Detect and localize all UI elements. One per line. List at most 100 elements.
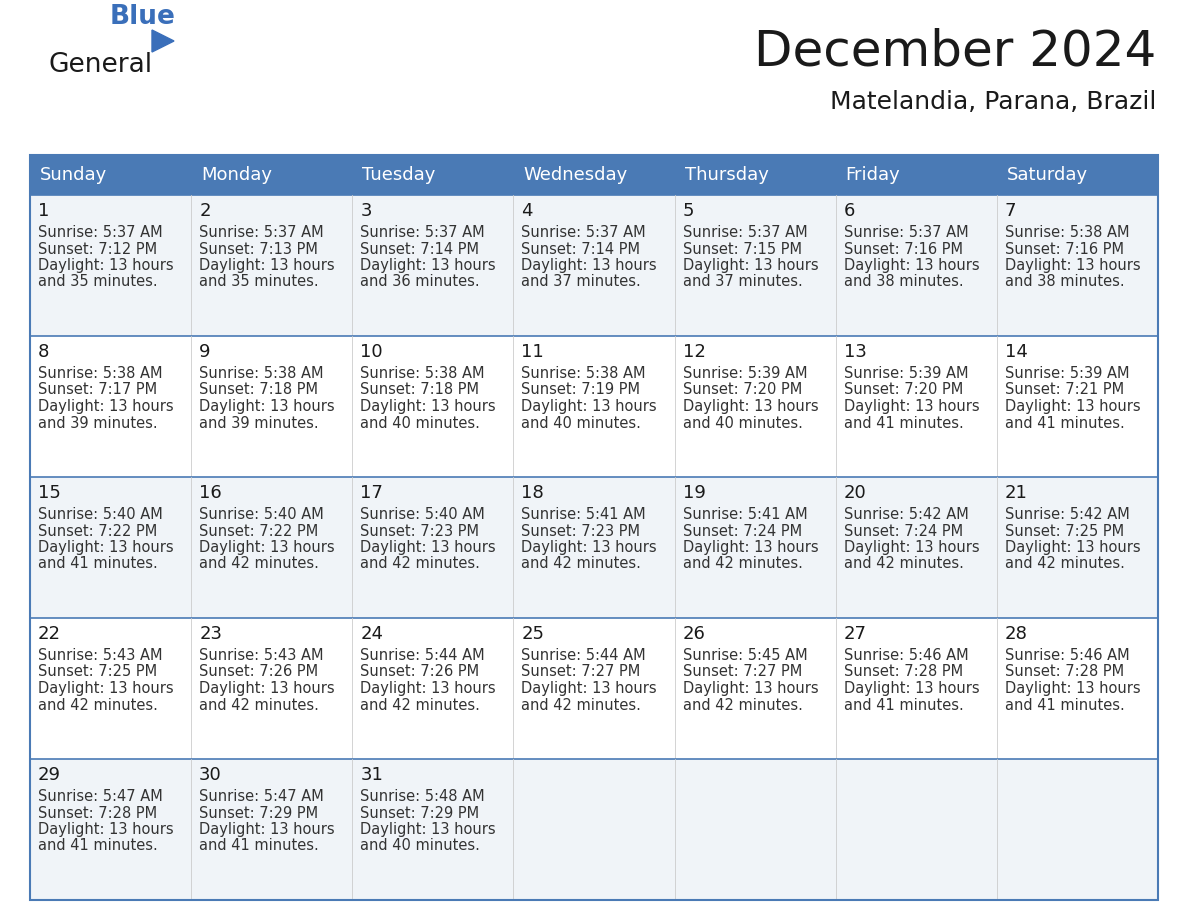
Text: Sunrise: 5:39 AM: Sunrise: 5:39 AM (843, 366, 968, 381)
Text: 11: 11 (522, 343, 544, 361)
Text: Daylight: 13 hours: Daylight: 13 hours (843, 399, 979, 414)
Text: Sunset: 7:14 PM: Sunset: 7:14 PM (522, 241, 640, 256)
Text: and 39 minutes.: and 39 minutes. (38, 416, 158, 431)
Text: 5: 5 (683, 202, 694, 220)
Text: Sunset: 7:25 PM: Sunset: 7:25 PM (38, 665, 157, 679)
Text: Sunset: 7:22 PM: Sunset: 7:22 PM (200, 523, 318, 539)
Text: Daylight: 13 hours: Daylight: 13 hours (522, 258, 657, 273)
Text: 3: 3 (360, 202, 372, 220)
Text: and 35 minutes.: and 35 minutes. (200, 274, 318, 289)
Text: 26: 26 (683, 625, 706, 643)
Text: Sunrise: 5:42 AM: Sunrise: 5:42 AM (1005, 507, 1130, 522)
Text: and 37 minutes.: and 37 minutes. (683, 274, 802, 289)
Text: 21: 21 (1005, 484, 1028, 502)
Text: Daylight: 13 hours: Daylight: 13 hours (360, 540, 495, 555)
Text: and 41 minutes.: and 41 minutes. (38, 838, 158, 854)
Text: Sunrise: 5:37 AM: Sunrise: 5:37 AM (38, 225, 163, 240)
Text: Sunrise: 5:43 AM: Sunrise: 5:43 AM (38, 648, 163, 663)
Text: 4: 4 (522, 202, 533, 220)
Text: Daylight: 13 hours: Daylight: 13 hours (360, 822, 495, 837)
Text: Daylight: 13 hours: Daylight: 13 hours (360, 681, 495, 696)
Text: and 42 minutes.: and 42 minutes. (522, 698, 642, 712)
Text: Sunrise: 5:37 AM: Sunrise: 5:37 AM (843, 225, 968, 240)
Text: Daylight: 13 hours: Daylight: 13 hours (843, 540, 979, 555)
Text: Sunset: 7:24 PM: Sunset: 7:24 PM (843, 523, 962, 539)
Text: Sunrise: 5:42 AM: Sunrise: 5:42 AM (843, 507, 968, 522)
Text: and 37 minutes.: and 37 minutes. (522, 274, 642, 289)
Text: and 35 minutes.: and 35 minutes. (38, 274, 158, 289)
Text: Sunset: 7:16 PM: Sunset: 7:16 PM (1005, 241, 1124, 256)
Text: Sunset: 7:29 PM: Sunset: 7:29 PM (360, 805, 480, 821)
Text: Thursday: Thursday (684, 166, 769, 184)
Text: Sunrise: 5:41 AM: Sunrise: 5:41 AM (683, 507, 807, 522)
Text: Sunset: 7:27 PM: Sunset: 7:27 PM (683, 665, 802, 679)
Text: Sunday: Sunday (40, 166, 107, 184)
Text: Sunset: 7:26 PM: Sunset: 7:26 PM (360, 665, 480, 679)
Text: Sunset: 7:15 PM: Sunset: 7:15 PM (683, 241, 802, 256)
Text: Sunset: 7:16 PM: Sunset: 7:16 PM (843, 241, 962, 256)
Text: Sunrise: 5:40 AM: Sunrise: 5:40 AM (38, 507, 163, 522)
Text: Sunset: 7:23 PM: Sunset: 7:23 PM (360, 523, 479, 539)
Text: Daylight: 13 hours: Daylight: 13 hours (200, 540, 335, 555)
Text: Sunrise: 5:46 AM: Sunrise: 5:46 AM (843, 648, 968, 663)
Polygon shape (152, 30, 173, 52)
Text: Daylight: 13 hours: Daylight: 13 hours (38, 399, 173, 414)
Text: 20: 20 (843, 484, 866, 502)
Text: Sunrise: 5:38 AM: Sunrise: 5:38 AM (522, 366, 646, 381)
Text: 22: 22 (38, 625, 61, 643)
Text: and 41 minutes.: and 41 minutes. (1005, 416, 1125, 431)
Text: Daylight: 13 hours: Daylight: 13 hours (38, 540, 173, 555)
Text: and 41 minutes.: and 41 minutes. (843, 416, 963, 431)
Text: Sunrise: 5:38 AM: Sunrise: 5:38 AM (1005, 225, 1130, 240)
Text: Sunrise: 5:37 AM: Sunrise: 5:37 AM (360, 225, 485, 240)
Bar (30, 155, 1158, 195)
Text: 13: 13 (843, 343, 866, 361)
Text: and 40 minutes.: and 40 minutes. (683, 416, 802, 431)
Text: Daylight: 13 hours: Daylight: 13 hours (1005, 258, 1140, 273)
Text: 31: 31 (360, 766, 384, 784)
Text: and 41 minutes.: and 41 minutes. (38, 556, 158, 572)
Text: and 42 minutes.: and 42 minutes. (200, 556, 320, 572)
Text: 2: 2 (200, 202, 210, 220)
Text: Daylight: 13 hours: Daylight: 13 hours (200, 258, 335, 273)
Bar (30, 759, 1158, 900)
Text: and 42 minutes.: and 42 minutes. (522, 556, 642, 572)
Text: Sunrise: 5:44 AM: Sunrise: 5:44 AM (522, 648, 646, 663)
Text: and 41 minutes.: and 41 minutes. (1005, 698, 1125, 712)
Text: Sunrise: 5:37 AM: Sunrise: 5:37 AM (683, 225, 807, 240)
Text: Sunset: 7:26 PM: Sunset: 7:26 PM (200, 665, 318, 679)
Text: and 42 minutes.: and 42 minutes. (683, 556, 802, 572)
Text: 6: 6 (843, 202, 855, 220)
Text: Sunrise: 5:41 AM: Sunrise: 5:41 AM (522, 507, 646, 522)
Text: Sunset: 7:20 PM: Sunset: 7:20 PM (683, 383, 802, 397)
Text: General: General (48, 52, 152, 78)
Text: and 41 minutes.: and 41 minutes. (200, 838, 318, 854)
Text: Daylight: 13 hours: Daylight: 13 hours (38, 822, 173, 837)
Text: and 36 minutes.: and 36 minutes. (360, 274, 480, 289)
Text: Daylight: 13 hours: Daylight: 13 hours (360, 399, 495, 414)
Text: 30: 30 (200, 766, 222, 784)
Text: Blue: Blue (110, 4, 176, 30)
Text: and 40 minutes.: and 40 minutes. (522, 416, 642, 431)
Text: Sunset: 7:18 PM: Sunset: 7:18 PM (200, 383, 318, 397)
Text: Daylight: 13 hours: Daylight: 13 hours (683, 540, 819, 555)
Text: Sunset: 7:20 PM: Sunset: 7:20 PM (843, 383, 963, 397)
Text: 14: 14 (1005, 343, 1028, 361)
Text: Daylight: 13 hours: Daylight: 13 hours (522, 540, 657, 555)
Text: 24: 24 (360, 625, 384, 643)
Bar (30, 336, 1158, 477)
Text: 12: 12 (683, 343, 706, 361)
Text: Daylight: 13 hours: Daylight: 13 hours (1005, 540, 1140, 555)
Text: 9: 9 (200, 343, 210, 361)
Text: Daylight: 13 hours: Daylight: 13 hours (683, 681, 819, 696)
Text: Sunrise: 5:39 AM: Sunrise: 5:39 AM (1005, 366, 1130, 381)
Text: Sunset: 7:28 PM: Sunset: 7:28 PM (843, 665, 962, 679)
Text: Daylight: 13 hours: Daylight: 13 hours (200, 822, 335, 837)
Text: Sunset: 7:21 PM: Sunset: 7:21 PM (1005, 383, 1124, 397)
Text: Sunset: 7:27 PM: Sunset: 7:27 PM (522, 665, 640, 679)
Text: and 41 minutes.: and 41 minutes. (843, 698, 963, 712)
Text: Sunrise: 5:38 AM: Sunrise: 5:38 AM (38, 366, 163, 381)
Text: Monday: Monday (201, 166, 272, 184)
Text: Sunrise: 5:46 AM: Sunrise: 5:46 AM (1005, 648, 1130, 663)
Bar (30, 195, 1158, 336)
